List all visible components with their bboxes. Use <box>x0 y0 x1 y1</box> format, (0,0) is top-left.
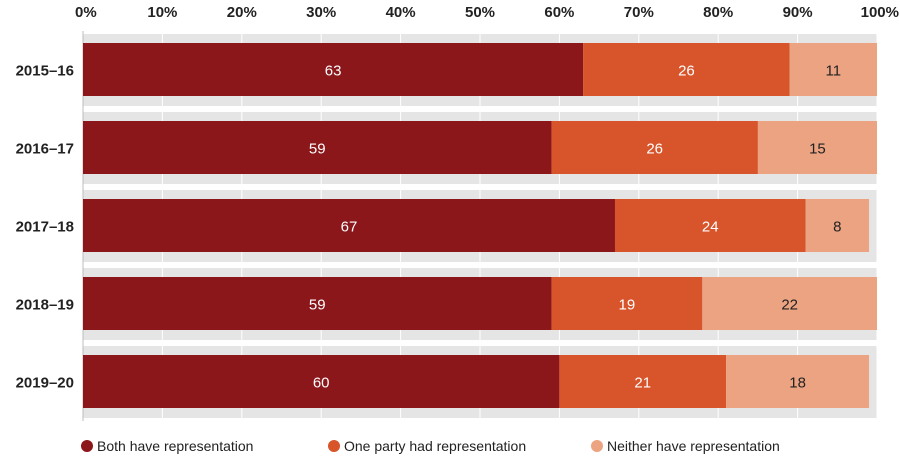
x-tick-label: 70% <box>624 4 654 21</box>
data-labels: 63 26 11 59 26 15 67 24 8 59 19 22 60 21 18 <box>309 63 842 392</box>
bar-segment <box>83 121 552 174</box>
x-tick-label: 30% <box>306 4 336 21</box>
legend-label: Neither have representation <box>607 438 780 454</box>
legend-label: One party had representation <box>344 438 526 454</box>
data-label: 18 <box>789 375 806 392</box>
category-label: 2018–19 <box>16 297 74 314</box>
x-tick-label: 60% <box>544 4 574 21</box>
x-tick-label: 10% <box>147 4 177 21</box>
x-tick-label: 90% <box>783 4 813 21</box>
bar-segment <box>726 355 870 408</box>
legend-marker <box>328 440 340 452</box>
x-tick-label: 20% <box>227 4 257 21</box>
category-label: 2017–18 <box>16 219 74 236</box>
x-tick-label: 0% <box>75 4 97 21</box>
bars <box>83 43 877 408</box>
category-label: 2015–16 <box>16 63 74 80</box>
data-label: 8 <box>833 219 841 236</box>
data-label: 59 <box>309 297 326 314</box>
data-label: 24 <box>702 219 719 236</box>
x-tick-label: 100% <box>861 4 899 21</box>
bar-segment <box>757 121 877 174</box>
y-axis-categories: 2015–16 2016–17 2017–18 2018–19 2019–20 <box>16 63 74 392</box>
data-label: 11 <box>826 63 842 80</box>
category-label: 2019–20 <box>16 375 74 392</box>
data-label: 15 <box>809 141 826 158</box>
data-label: 21 <box>634 375 651 392</box>
legend: Both have representation One party had re… <box>81 438 780 454</box>
bar-segment <box>702 277 877 330</box>
bar-segment <box>83 355 560 408</box>
data-label: 63 <box>325 63 342 80</box>
bar-segment <box>614 199 806 252</box>
x-axis-ticks: 0% 10% 20% 30% 40% 50% 60% 70% 80% 90% 100% <box>75 4 899 21</box>
bar-segment <box>83 199 615 252</box>
legend-marker <box>81 440 93 452</box>
data-label: 67 <box>341 219 358 236</box>
x-tick-label: 50% <box>465 4 495 21</box>
data-label: 26 <box>678 63 695 80</box>
data-label: 26 <box>646 141 663 158</box>
legend-label: Both have representation <box>97 438 253 454</box>
bar-segment <box>551 121 758 174</box>
bar-segment <box>559 355 727 408</box>
bar-segment <box>551 277 703 330</box>
bar-segment <box>583 43 790 96</box>
bar-segment <box>789 43 877 96</box>
category-label: 2016–17 <box>16 141 74 158</box>
legend-marker <box>591 440 603 452</box>
data-label: 60 <box>313 375 330 392</box>
bar-segment <box>805 199 870 252</box>
data-label: 22 <box>781 297 798 314</box>
bar-segment <box>83 43 584 96</box>
x-tick-label: 80% <box>703 4 733 21</box>
data-label: 59 <box>309 141 326 158</box>
data-label: 19 <box>619 297 636 314</box>
bar-segment <box>83 277 552 330</box>
x-tick-label: 40% <box>386 4 416 21</box>
